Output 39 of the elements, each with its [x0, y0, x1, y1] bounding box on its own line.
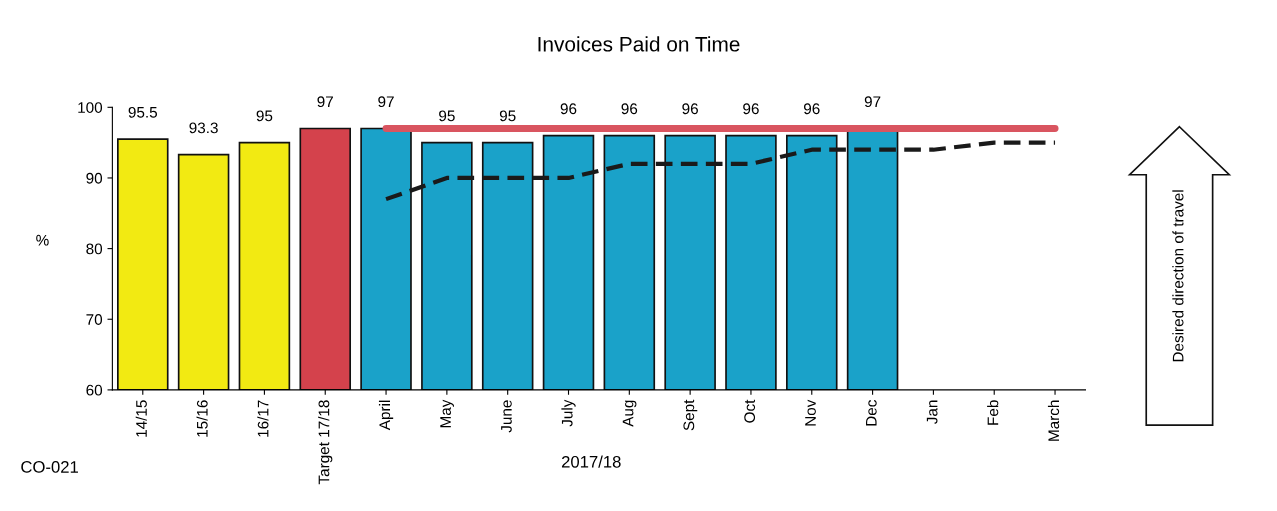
data-label: 97 [864, 96, 881, 108]
y-tick-label: 90 [86, 172, 103, 184]
y-tick-label: 100 [78, 102, 103, 113]
x-tick-label: 16/17 [257, 400, 269, 437]
data-label: 96 [560, 103, 577, 115]
data-label: 95 [256, 110, 273, 122]
x-tick-label: Oct [744, 399, 756, 423]
x-tick-label: Aug [622, 400, 637, 427]
chart-title: Invoices Paid on Time [538, 36, 740, 52]
x-tick-label: Feb [987, 400, 999, 425]
data-label: 97 [317, 96, 333, 108]
x-tick-label: 15/16 [196, 400, 208, 437]
x-tick-label: March [1047, 400, 1060, 441]
x-tick-label: Sept [683, 399, 698, 431]
data-label: 93.3 [189, 122, 218, 134]
data-label: 96 [743, 103, 759, 115]
y-tick-label: 80 [86, 243, 103, 255]
x-tick-label: Dec [866, 400, 877, 426]
x-tick-label: May [440, 399, 454, 428]
x-tick-label: 14/15 [135, 400, 147, 437]
text: CO-021 [21, 461, 78, 473]
x-tick-label: Jan [926, 400, 938, 425]
text: Desired direction of travel [1172, 190, 1184, 362]
x-tick-label: April [378, 400, 394, 431]
x-axis-title: 2017/18 [561, 455, 621, 468]
data-label: 95.5 [128, 106, 158, 118]
x-tick-label: June [501, 400, 512, 433]
data-label: 95 [499, 110, 516, 122]
data-label: 96 [803, 103, 820, 115]
data-label: 95 [439, 110, 455, 122]
y-axis-title: % [36, 234, 49, 246]
data-label: 96 [682, 103, 698, 115]
y-tick-label: 70 [86, 314, 103, 325]
x-tick-label: July [561, 399, 576, 427]
y-tick-label: 60 [86, 384, 103, 396]
x-tick-label: Target 17/18 [318, 400, 333, 485]
x-tick-label: Nov [805, 399, 816, 426]
data-label: 97 [378, 96, 394, 108]
data-label: 96 [621, 103, 638, 115]
